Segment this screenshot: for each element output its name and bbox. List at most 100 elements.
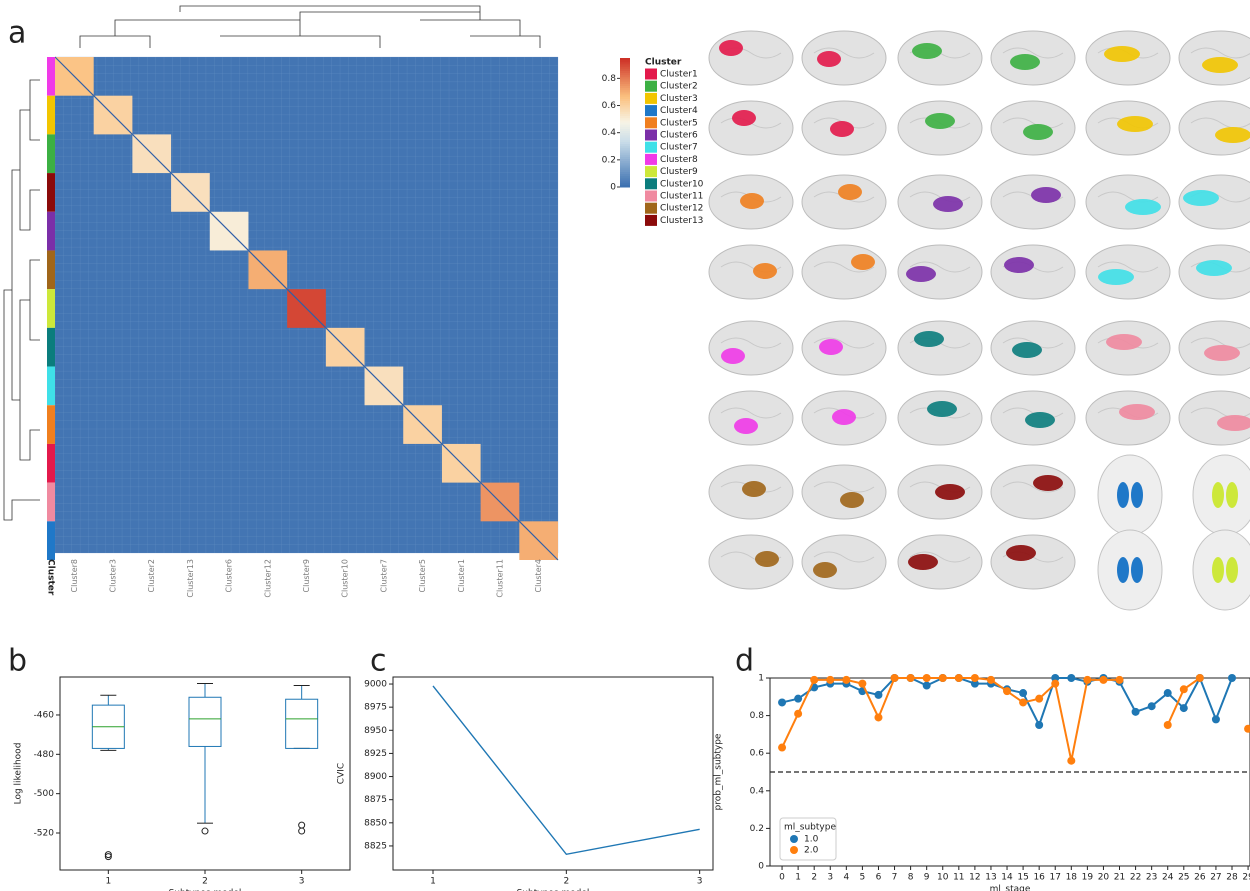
cluster-side-bar xyxy=(47,57,55,96)
series-point xyxy=(1035,695,1043,703)
brain xyxy=(709,31,793,85)
x-tick-label: 7 xyxy=(892,873,898,883)
brain-region xyxy=(819,339,843,355)
x-tick-label: 2 xyxy=(811,873,817,883)
y-axis-label: prob_ml_subtype xyxy=(714,733,724,810)
brain xyxy=(802,465,886,519)
brain-region xyxy=(927,401,957,417)
brain xyxy=(709,245,793,299)
legend-label: 1.0 xyxy=(804,835,819,845)
legend-marker xyxy=(790,835,798,843)
x-tick-label: 3 xyxy=(299,877,305,887)
y-tick-label: 0.6 xyxy=(750,749,765,759)
series-point xyxy=(1035,721,1043,729)
series-point xyxy=(858,680,866,688)
legend-label: Cluster1 xyxy=(660,70,698,80)
colorbar-tick-label: 0.2 xyxy=(602,155,616,165)
brain-region xyxy=(1004,257,1034,273)
x-tick-label: 27 xyxy=(1210,873,1221,883)
x-tick-label: 3 xyxy=(827,873,833,883)
series-point xyxy=(874,713,882,721)
panel-letter: c xyxy=(370,644,387,679)
brain-region xyxy=(742,481,766,497)
cluster-side-bar xyxy=(47,405,55,444)
y-axis-label: CVIC xyxy=(337,763,347,784)
brain xyxy=(709,321,793,375)
brain-region xyxy=(755,551,779,567)
cluster-name: Cluster5 xyxy=(418,559,427,592)
brain-region xyxy=(734,418,758,434)
x-axis-label: ml_stage xyxy=(990,885,1031,891)
cluster-name: Cluster2 xyxy=(147,559,156,592)
legend-swatch xyxy=(645,166,657,177)
cluster-name: Cluster1 xyxy=(457,559,466,592)
brain xyxy=(802,31,886,85)
series-point xyxy=(1067,674,1075,682)
series-point xyxy=(1180,704,1188,712)
brain-region xyxy=(851,254,875,270)
series-point xyxy=(1019,698,1027,706)
cluster-name: Cluster4 xyxy=(534,559,543,592)
panel-letter: a xyxy=(8,16,26,51)
series-point xyxy=(826,676,834,684)
series-point xyxy=(1067,757,1075,765)
brain xyxy=(802,245,886,299)
box xyxy=(189,697,221,746)
brain-region xyxy=(817,51,841,67)
brain xyxy=(709,101,793,155)
series-point xyxy=(907,674,915,682)
brain-region xyxy=(1010,54,1040,70)
series-line xyxy=(433,686,700,854)
brain-region xyxy=(721,348,745,364)
legend-swatch xyxy=(645,81,657,92)
series-point xyxy=(842,676,850,684)
brain-region xyxy=(1031,187,1061,203)
panel-letter: d xyxy=(735,644,754,679)
brain-region xyxy=(830,121,854,137)
brain-region xyxy=(1215,127,1250,143)
series-point xyxy=(971,674,979,682)
x-tick-label: 21 xyxy=(1114,873,1125,883)
x-tick-label: 20 xyxy=(1098,873,1110,883)
legend-label: Cluster8 xyxy=(660,155,698,165)
x-tick-label: 19 xyxy=(1082,873,1094,883)
legend-swatch xyxy=(645,142,657,153)
series-point xyxy=(1051,680,1059,688)
brain-region xyxy=(1226,482,1238,508)
legend-swatch xyxy=(645,93,657,104)
brain-region xyxy=(912,43,942,59)
x-tick-label: 2 xyxy=(202,877,208,887)
x-tick-label: 3 xyxy=(697,877,703,887)
x-tick-label: 29 xyxy=(1242,873,1250,883)
legend-label: Cluster5 xyxy=(660,118,698,128)
series-point xyxy=(1083,676,1091,684)
brain-region xyxy=(753,263,777,279)
series-point xyxy=(1228,674,1236,682)
series-point xyxy=(1180,685,1188,693)
series-point xyxy=(778,744,786,752)
brain xyxy=(709,535,793,589)
x-tick-label: 12 xyxy=(969,873,980,883)
cluster-name: Cluster3 xyxy=(109,559,118,592)
brain-region xyxy=(1117,482,1129,508)
cluster-name: Cluster7 xyxy=(379,559,388,592)
brain-region xyxy=(838,184,862,200)
brain-region xyxy=(1131,557,1143,583)
series-point xyxy=(939,674,947,682)
brain-region xyxy=(1119,404,1155,420)
cluster-side-bar xyxy=(47,483,55,522)
legend-swatch xyxy=(645,130,657,141)
legend-label: Cluster3 xyxy=(660,94,698,104)
series-point xyxy=(1116,676,1124,684)
y-tick-label: 8850 xyxy=(364,818,387,828)
cluster-side-bar xyxy=(47,444,55,483)
legend-swatch xyxy=(645,215,657,226)
series-point xyxy=(1164,689,1172,697)
legend-label: Cluster9 xyxy=(660,167,698,177)
x-tick-label: 23 xyxy=(1146,873,1157,883)
legend-swatch xyxy=(645,203,657,214)
brain xyxy=(802,535,886,589)
cluster-side-bar xyxy=(47,521,55,560)
outlier xyxy=(299,822,305,828)
x-tick-label: 1 xyxy=(105,877,111,887)
